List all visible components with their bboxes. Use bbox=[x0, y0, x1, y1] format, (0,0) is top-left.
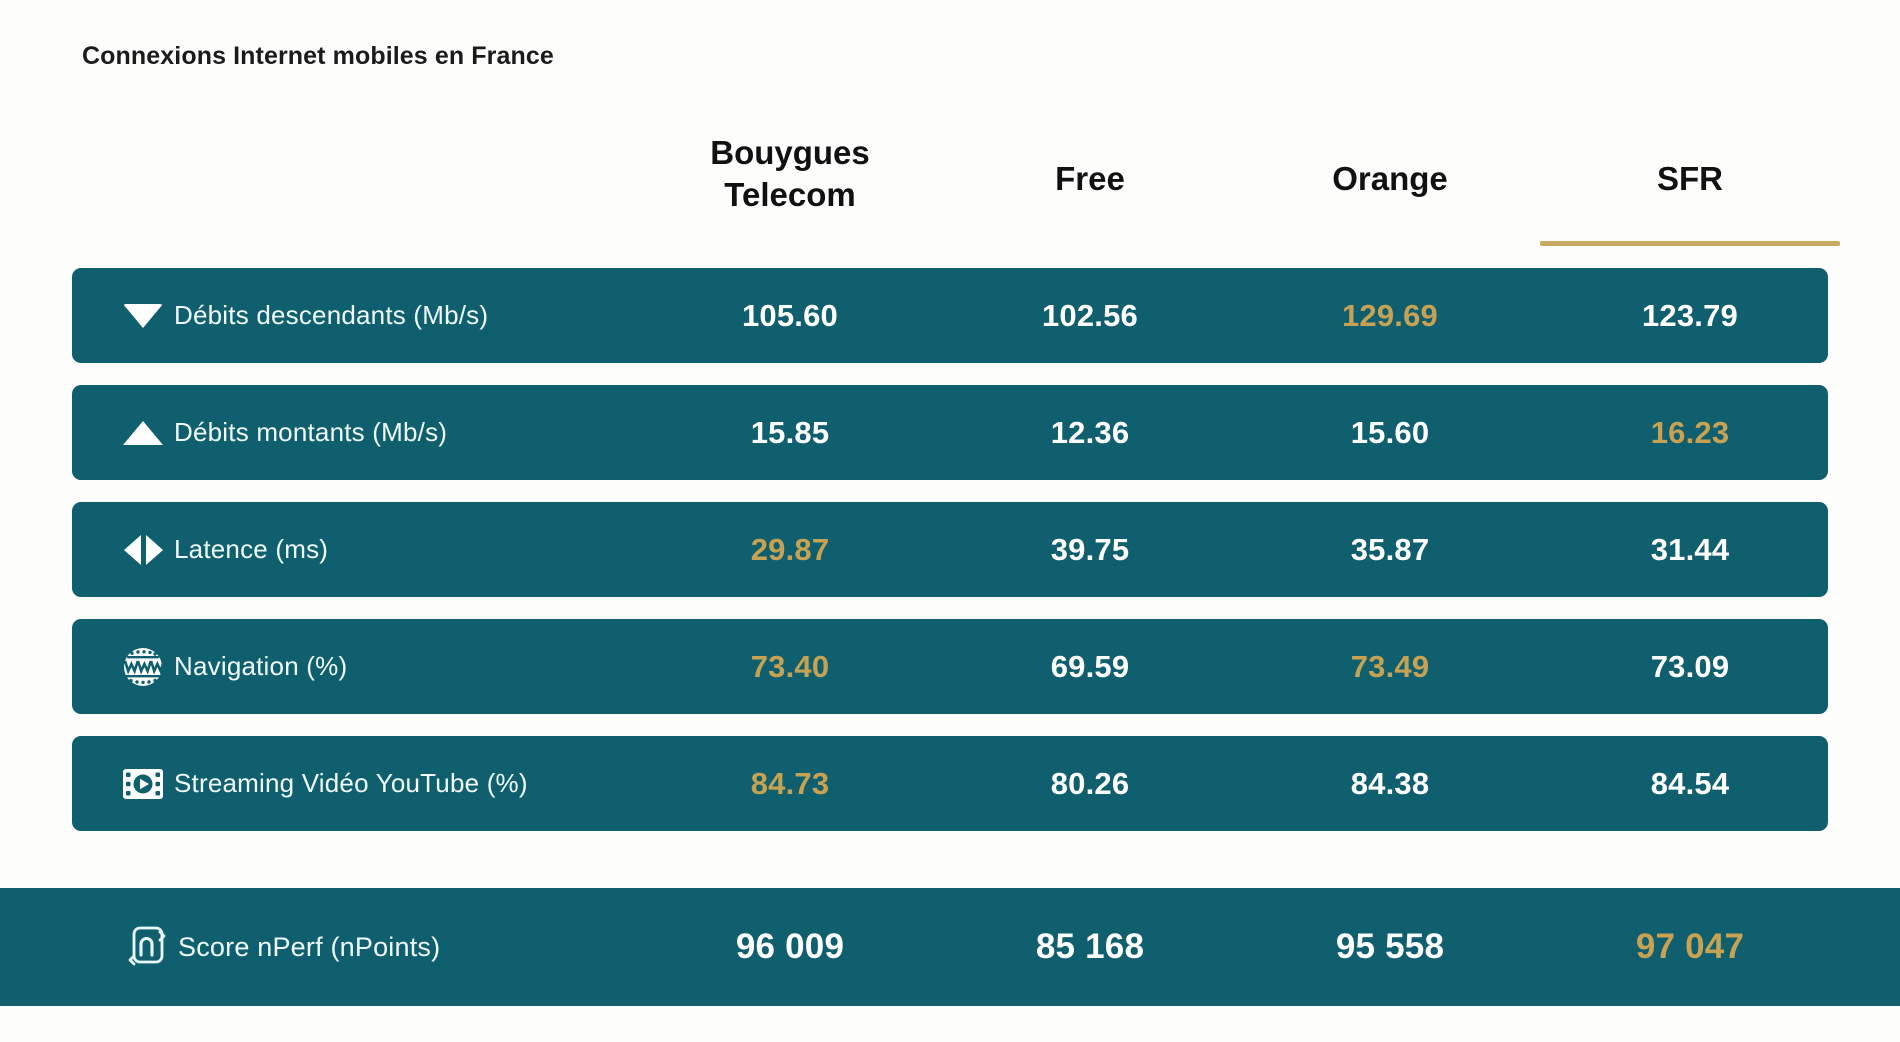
column-header-sfr[interactable]: SFR bbox=[1540, 132, 1840, 260]
metric-value: 15.60 bbox=[1350, 414, 1430, 450]
column-header-label: Free bbox=[1055, 160, 1125, 197]
column-header-label: Bouygues Telecom bbox=[710, 134, 870, 214]
metric-value-best: 84.73 bbox=[750, 765, 830, 801]
metric-value: 15.85 bbox=[750, 414, 830, 450]
left-right-arrows-icon bbox=[112, 534, 174, 565]
metric-label: Débits montants (Mb/s) bbox=[174, 417, 448, 447]
metric-value: 80.26 bbox=[1050, 765, 1130, 801]
metric-value: 73.09 bbox=[1650, 648, 1730, 684]
metric-value: 84.54 bbox=[1650, 765, 1730, 801]
metric-value: 12.36 bbox=[1050, 414, 1130, 450]
metric-value: 84.38 bbox=[1350, 765, 1430, 801]
metric-value-best: 16.23 bbox=[1650, 414, 1730, 450]
metric-rows: Débits descendants (Mb/s) 105.60 102.56 … bbox=[0, 268, 1900, 853]
column-header-label: SFR bbox=[1657, 160, 1723, 197]
table-row[interactable]: Débits montants (Mb/s) 15.85 12.36 15.60… bbox=[72, 385, 1828, 480]
column-header-free[interactable]: Free bbox=[940, 132, 1240, 260]
triangle-up-icon bbox=[112, 420, 174, 445]
metric-label: Débits descendants (Mb/s) bbox=[174, 300, 489, 330]
score-label: Score nPerf (nPoints) bbox=[178, 931, 441, 962]
score-value: 95 558 bbox=[1335, 927, 1445, 966]
score-row[interactable]: Score nPerf (nPoints) 96 009 85 168 95 5… bbox=[0, 888, 1900, 1006]
table-row[interactable]: Streaming Vidéo YouTube (%) 84.73 80.26 … bbox=[72, 736, 1828, 831]
metric-value: 69.59 bbox=[1050, 648, 1130, 684]
metric-value: 35.87 bbox=[1350, 531, 1430, 567]
column-header-orange[interactable]: Orange bbox=[1240, 132, 1540, 260]
score-value: 96 009 bbox=[735, 927, 845, 966]
metric-value-best: 129.69 bbox=[1341, 297, 1439, 333]
column-header-bouygues-telecom[interactable]: Bouygues Telecom bbox=[640, 132, 940, 260]
metric-label: Navigation (%) bbox=[174, 651, 348, 681]
table-row[interactable]: Débits descendants (Mb/s) 105.60 102.56 … bbox=[72, 268, 1828, 363]
column-header-label: Orange bbox=[1332, 160, 1448, 197]
metric-value: 123.79 bbox=[1641, 297, 1739, 333]
metric-value: 102.56 bbox=[1041, 297, 1139, 333]
table-row[interactable]: Latence (ms) 29.87 39.75 35.87 31.44 bbox=[72, 502, 1828, 597]
nperf-logo-icon bbox=[112, 924, 178, 970]
metric-value-best: 29.87 bbox=[750, 531, 830, 567]
metric-label: Latence (ms) bbox=[174, 534, 329, 564]
table-header: Bouygues Telecom Free Orange SFR bbox=[0, 132, 1900, 260]
metric-value: 39.75 bbox=[1050, 531, 1130, 567]
video-film-icon bbox=[112, 767, 174, 801]
metric-value: 31.44 bbox=[1650, 531, 1730, 567]
column-header-underline bbox=[1540, 241, 1840, 246]
triangle-down-icon bbox=[112, 303, 174, 328]
globe-www-icon bbox=[112, 645, 174, 689]
score-value-best: 97 047 bbox=[1635, 927, 1745, 966]
metric-value-best: 73.40 bbox=[750, 648, 830, 684]
page-title: Connexions Internet mobiles en France bbox=[82, 42, 554, 70]
metric-value-best: 73.49 bbox=[1350, 648, 1430, 684]
metric-value: 105.60 bbox=[741, 297, 839, 333]
table-row[interactable]: Navigation (%) 73.40 69.59 73.49 73.09 bbox=[72, 619, 1828, 714]
metric-label: Streaming Vidéo YouTube (%) bbox=[174, 768, 528, 798]
score-value: 85 168 bbox=[1035, 927, 1145, 966]
